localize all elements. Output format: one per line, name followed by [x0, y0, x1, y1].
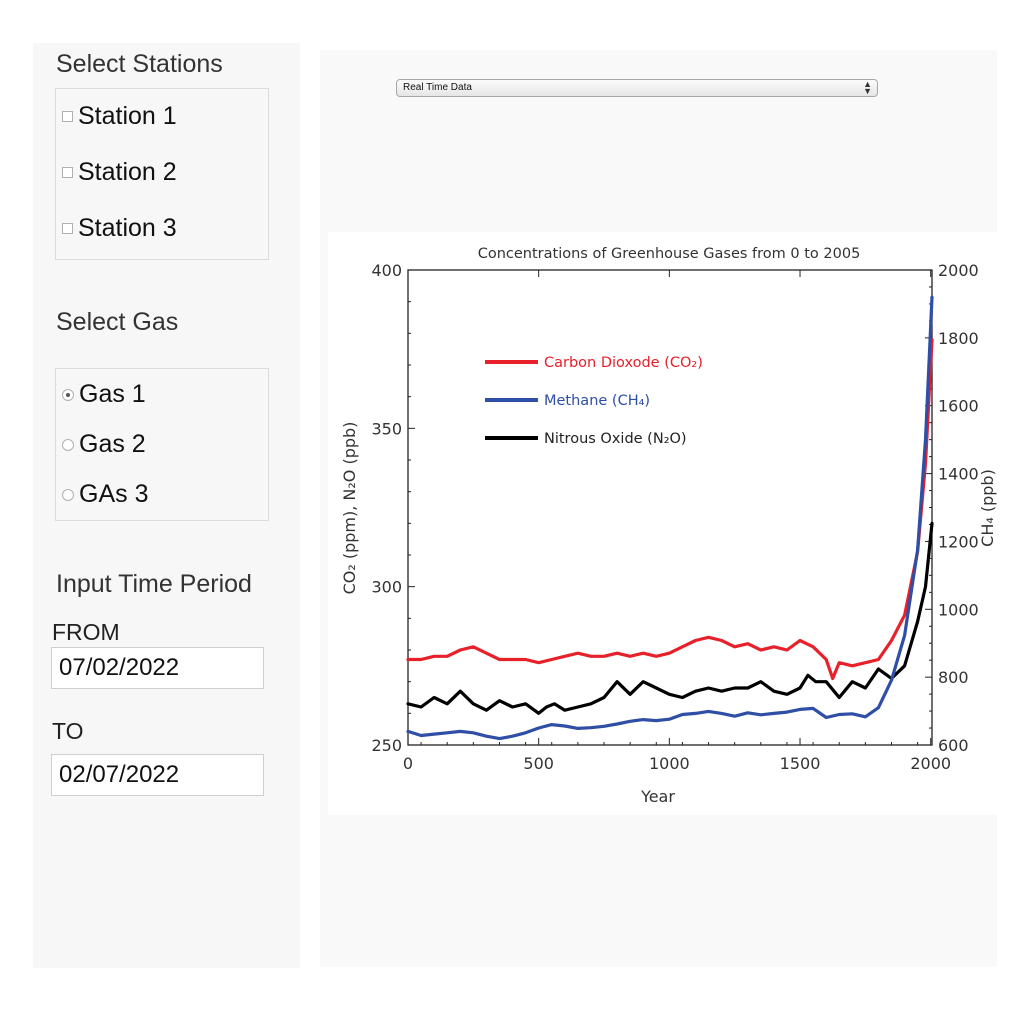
station-option-3[interactable]: Station 3: [62, 214, 177, 243]
x-tick-label: 1500: [780, 754, 821, 773]
gas-1-radio[interactable]: [62, 389, 74, 401]
station-3-checkbox[interactable]: [62, 223, 73, 234]
y-right-tick-label: 1400: [938, 465, 979, 484]
gas-title: Select Gas: [56, 308, 178, 337]
chart-container: Concentrations of Greenhouse Gases from …: [328, 232, 997, 815]
legend-label-3: Nitrous Oxide (N₂O): [544, 431, 687, 447]
y-left-tick-label: 250: [371, 736, 402, 755]
gas-option-3[interactable]: GAs 3: [62, 480, 148, 509]
y-left-tick-label: 300: [371, 578, 402, 597]
period-title: Input Time Period: [56, 570, 252, 599]
y-right-tick-label: 1800: [938, 329, 979, 348]
greenhouse-gas-chart: Concentrations of Greenhouse Gases from …: [328, 232, 997, 815]
y-axis-right-label: CH₄ (ppb): [978, 469, 997, 547]
chart-title: Concentrations of Greenhouse Gases from …: [478, 246, 861, 262]
plot-frame: [408, 270, 932, 745]
station-1-checkbox[interactable]: [62, 111, 73, 122]
x-tick-label: 0: [403, 754, 413, 773]
station-3-label[interactable]: Station 3: [78, 214, 177, 243]
y-axis-left-label: CO₂ (ppm), N₂O (ppb): [340, 422, 359, 595]
x-tick-label: 2000: [910, 754, 951, 773]
gas-2-label[interactable]: Gas 2: [79, 430, 146, 459]
gas-3-radio[interactable]: [62, 489, 74, 501]
data-source-selected-value: Real Time Data: [403, 82, 472, 93]
stations-box: Station 1 Station 2 Station 3: [55, 88, 269, 260]
select-arrows-icon: ▲ ▼: [863, 81, 872, 95]
legend-label-2: Methane (CH₄): [544, 393, 650, 409]
x-tick-label: 1000: [649, 754, 690, 773]
y-right-tick-label: 600: [938, 736, 969, 755]
y-right-tick-label: 1000: [938, 600, 979, 619]
stations-title: Select Stations: [56, 50, 223, 79]
y-left-tick-label: 350: [371, 419, 402, 438]
station-2-checkbox[interactable]: [62, 167, 73, 178]
from-date-input[interactable]: [51, 647, 264, 689]
from-label: FROM: [52, 619, 120, 646]
gas-option-2[interactable]: Gas 2: [62, 430, 146, 459]
x-axis-label: Year: [640, 787, 675, 806]
x-tick-label: 500: [523, 754, 554, 773]
gas-box: Gas 1 Gas 2 GAs 3: [55, 368, 269, 521]
station-option-2[interactable]: Station 2: [62, 158, 177, 187]
data-source-select[interactable]: Real Time Data ▲ ▼: [396, 79, 878, 97]
y-right-tick-label: 2000: [938, 261, 979, 280]
gas-2-radio[interactable]: [62, 439, 74, 451]
y-left-tick-label: 400: [371, 261, 402, 280]
y-right-tick-label: 800: [938, 668, 969, 687]
station-1-label[interactable]: Station 1: [78, 102, 177, 131]
station-option-1[interactable]: Station 1: [62, 102, 177, 131]
gas-1-label[interactable]: Gas 1: [79, 380, 146, 409]
to-date-input[interactable]: [51, 754, 264, 796]
station-2-label[interactable]: Station 2: [78, 158, 177, 187]
legend-label-1: Carbon Dioxode (CO₂): [544, 355, 703, 371]
gas-option-1[interactable]: Gas 1: [62, 380, 146, 409]
to-label: TO: [52, 718, 84, 745]
y-right-tick-label: 1600: [938, 397, 979, 416]
y-right-tick-label: 1200: [938, 532, 979, 551]
gas-3-label[interactable]: GAs 3: [79, 480, 148, 509]
